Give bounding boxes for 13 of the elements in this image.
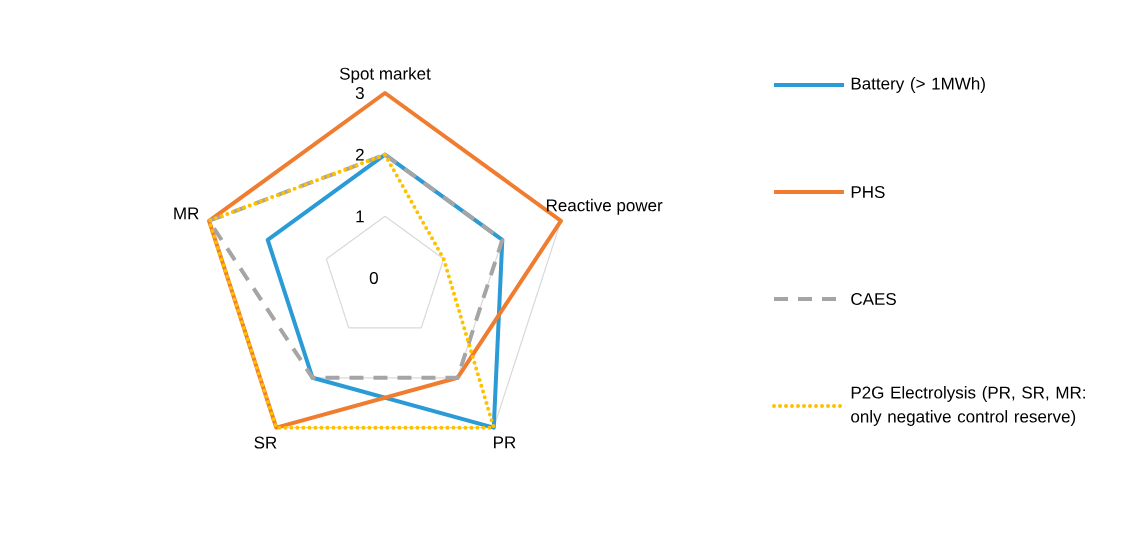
y-tick-label: 0 xyxy=(369,272,378,285)
y-tick-label: 3 xyxy=(355,87,364,100)
y-tick-label: 2 xyxy=(356,148,364,161)
spoke-label: SR xyxy=(254,436,277,449)
y-tick-label: 1 xyxy=(356,210,364,223)
spoke-label: PR xyxy=(494,436,516,449)
spoke-label: Reactive power xyxy=(546,198,663,215)
legend-label: P2G Electrolysis (PR, SR, MR: only negative control reserve) xyxy=(851,386,1085,426)
legend-label: Battery (> 1MWh) xyxy=(851,77,985,93)
legend-label: CAES xyxy=(851,293,896,306)
spoke-label: MR xyxy=(174,207,199,220)
spoke-label: Spot market xyxy=(339,67,431,84)
legend-label: PHS xyxy=(851,186,885,199)
